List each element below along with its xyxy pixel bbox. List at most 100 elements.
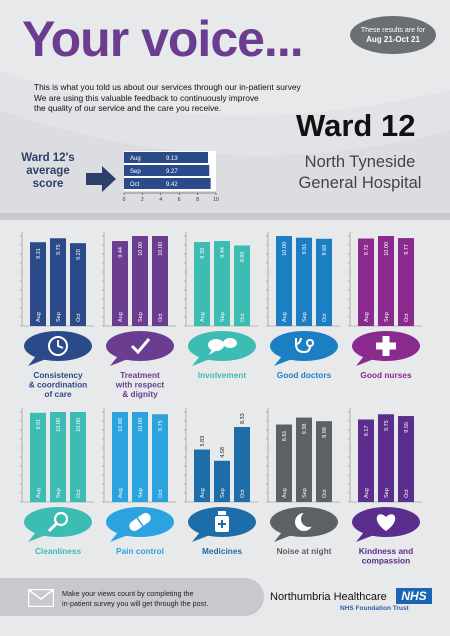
bar-category-label: Oct [158,313,164,322]
bar-category-label: Sep [56,488,62,498]
bar [234,427,250,502]
bar-category-label: Aug [282,488,288,498]
bar-value-label: 10.00 [138,418,144,432]
bar [152,414,168,502]
bar [214,241,230,326]
bar [358,419,374,502]
bar-category-label: Sep [384,312,390,322]
average-axis-tick-label: 4 [159,197,162,203]
bar-category-label: Aug [364,312,370,322]
bar-category-label: Sep [138,488,144,498]
average-axis-tick-label: 6 [178,197,181,203]
bar-category-label: Aug [364,488,370,498]
bar-category-label: Aug [282,312,288,322]
category-label: Kindness and [359,546,413,556]
category-grid: Aug 9.31 Sep 9.75 Oct 9.20 Consistency& coordi… [20,232,422,566]
bar-category-label: Oct [76,489,82,498]
intro-line: the quality of our service and the care … [34,103,222,113]
bar-value-label: 9.72 [364,245,370,256]
bar-category-label: Oct [240,489,246,498]
moon-icon [295,511,317,531]
category-panel: Aug 9.17 Sep 9.75 Oct 9.55 Kindness andcompass… [348,408,422,566]
footer-line: in-patient survey you will get through t… [62,598,209,608]
bar-value-label: 10.00 [56,418,62,432]
bar-category-label: Sep [138,312,144,322]
category-panel: Aug 10.00 Sep 9.81 Oct 9.69 Good doctors [266,232,340,380]
average-bar [124,165,210,176]
intro-line: We are using this valuable feedback to c… [34,92,259,103]
bar-category-label: Oct [76,313,82,322]
bar [30,412,46,502]
bar-category-label: Sep [384,488,390,498]
bar-value-label: 10.00 [138,242,144,256]
bar [214,460,230,502]
bar [194,242,210,326]
bar [194,449,210,502]
bar-category-label: Oct [322,313,328,322]
bar-value-label: 9.69 [322,245,328,256]
org-subtitle: NHS Foundation Trust [340,605,409,612]
bar-value-label: 9.75 [158,420,164,431]
category-panel: Aug 8.61 Sep 9.38 Oct 8.98 Noise at night [266,408,340,556]
average-axis-tick-label: 10 [213,197,219,203]
category-label: Cleanliness [35,546,82,556]
bar-value-label: 10.00 [158,242,164,256]
bar [50,238,66,326]
medicine-bottle-icon [215,511,229,532]
icon-bubble-tail [356,532,374,542]
bar [112,241,128,326]
bar-category-label: Aug [118,312,124,322]
bar [398,238,414,326]
bar [30,242,46,326]
bar [276,424,292,502]
average-bar-value: 9.27 [166,169,178,175]
bar-value-label: 9.75 [384,420,390,431]
category-panel: Aug 9.31 Sep 9.75 Oct 9.20 Consistency& coordi… [20,232,94,399]
envelope-icon [28,589,54,607]
bar [50,412,66,502]
speech-bubbles-icon [208,338,237,355]
bar-category-label: Aug [36,488,42,498]
bar-value-label: 9.17 [364,425,370,436]
pill-icon [129,512,151,532]
category-label: Consistency [33,370,83,380]
bar-category-label: Oct [404,489,410,498]
bar-category-label: Sep [302,488,308,498]
average-bar-month: Aug [130,156,141,162]
bar [112,412,128,502]
bar-value-label: 5.83 [200,436,206,447]
average-bar [124,152,208,163]
bar-value-label: 8.95 [240,251,246,262]
cross-icon [376,336,396,356]
hospital-line: North Tyneside [304,153,416,171]
bar-value-label: 10.00 [76,418,82,432]
average-bar-month: Oct [130,182,140,188]
bar [296,237,312,326]
bar [276,236,292,326]
bar-value-label: 8.61 [282,431,288,442]
category-label: of care [44,389,72,399]
icon-bubble [24,507,92,537]
bar-category-label: Oct [322,489,328,498]
bar-category-label: Sep [220,312,226,322]
bar-value-label: 9.20 [76,249,82,260]
header-background [0,70,450,220]
bar-value-label: 8.98 [322,427,328,438]
page-title: Your voice... [22,11,304,67]
bar-category-label: Sep [56,312,62,322]
bar [358,238,374,326]
icon-bubble-tail [356,356,374,366]
bar-value-label: 9.33 [200,248,206,259]
bar [132,236,148,326]
nhs-logo: NHS [396,588,432,604]
average-axis-tick-label: 0 [123,197,126,203]
bar-category-label: Oct [158,489,164,498]
bar-value-label: 9.77 [404,244,410,255]
bar-category-label: Oct [240,313,246,322]
bar [378,414,394,502]
magnifier-icon [47,511,69,533]
hospital-line: General Hospital [298,174,422,192]
bar-value-label: 8.33 [240,413,246,424]
bar-category-label: Aug [36,312,42,322]
bar [378,236,394,326]
